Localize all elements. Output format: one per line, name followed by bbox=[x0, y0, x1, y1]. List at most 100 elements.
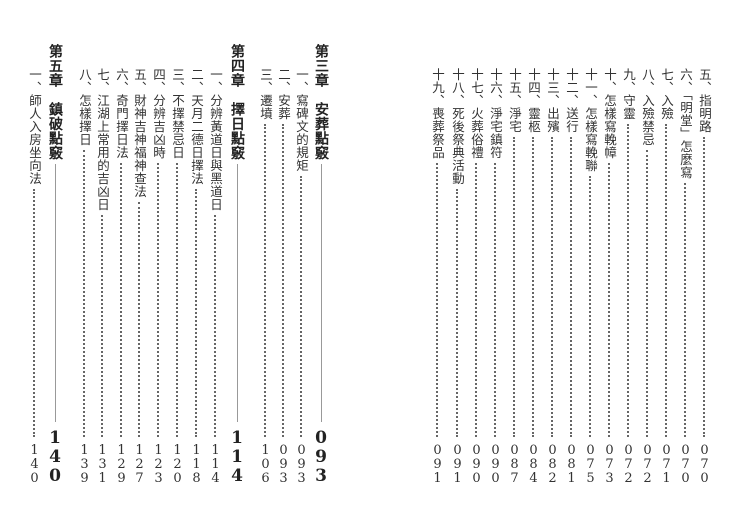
entry-title: 六、奇門擇日法 bbox=[114, 68, 129, 159]
dot-leader bbox=[120, 163, 122, 437]
entry-title: 一、師人入房坐向法 bbox=[27, 68, 42, 185]
toc-entry: 十四、靈柩 084 bbox=[524, 40, 542, 485]
page-number: 087 bbox=[507, 443, 522, 485]
page-number: 139 bbox=[77, 443, 92, 485]
toc-chapter-entry: 第五章 鎮破點竅 140 bbox=[44, 40, 66, 485]
toc-entry: 七、入殮 071 bbox=[657, 40, 675, 485]
toc-entry: 十六、淨宅鎮符 090 bbox=[486, 40, 504, 485]
dot-leader bbox=[54, 164, 56, 422]
dot-leader bbox=[665, 124, 667, 437]
toc-entry: 十五、淨宅 087 bbox=[505, 40, 523, 485]
entry-title: 十九、喪葬祭品 bbox=[430, 68, 445, 159]
dot-leader bbox=[236, 164, 238, 422]
page-number: 129 bbox=[114, 443, 129, 485]
dot-leader bbox=[684, 182, 686, 437]
page-number: 114 bbox=[208, 443, 223, 485]
dot-leader bbox=[264, 124, 266, 437]
page-number: 073 bbox=[602, 443, 617, 485]
dot-leader bbox=[157, 163, 159, 437]
entry-title: 十一、怎樣寫輓聯 bbox=[583, 68, 598, 172]
page-number: 082 bbox=[545, 443, 560, 485]
entry-title: 八、怎樣擇日 bbox=[77, 68, 92, 146]
toc-entry: 三、不擇禁忌日 120 bbox=[168, 40, 186, 485]
toc-entry: 一、分辨黃道日與黑道日 114 bbox=[206, 40, 224, 485]
dot-leader bbox=[436, 163, 438, 437]
page-number: 131 bbox=[95, 443, 110, 485]
dot-leader bbox=[83, 150, 85, 437]
page-number: 118 bbox=[189, 443, 204, 485]
dot-leader bbox=[475, 163, 477, 437]
entry-title: 五、財神吉神福神查法 bbox=[132, 68, 147, 198]
page-number: 127 bbox=[132, 443, 147, 485]
page-number: 091 bbox=[430, 443, 445, 485]
page-number: 081 bbox=[564, 443, 579, 485]
dot-leader bbox=[627, 124, 629, 437]
page-number: 071 bbox=[659, 443, 674, 485]
entry-title: 八、入殮禁忌 bbox=[640, 68, 655, 146]
page-number: 140 bbox=[27, 443, 42, 485]
entry-title: 十七、火葬俗禮 bbox=[469, 68, 484, 159]
entry-title: 七、江湖上常用的吉凶日 bbox=[95, 68, 110, 211]
entry-title: 第五章 鎮破點竅 bbox=[47, 44, 63, 160]
entry-title: 十二、送行 bbox=[564, 68, 579, 133]
dot-leader bbox=[195, 189, 197, 437]
dot-leader bbox=[646, 150, 648, 437]
toc-entry: 一、師人入房坐向法 140 bbox=[25, 40, 43, 485]
entry-title: 十三、出殯 bbox=[545, 68, 560, 133]
toc-entry: 三、遷墳 106 bbox=[256, 40, 274, 485]
toc-chapter-entry: 第三章 安葬點竅 093 bbox=[310, 40, 332, 485]
dot-leader bbox=[101, 215, 103, 437]
toc-entry: 二、天月二德日擇法 118 bbox=[187, 40, 205, 485]
dot-leader bbox=[176, 163, 178, 437]
entry-title: 六、「明堂」怎麼寫 bbox=[678, 68, 693, 179]
dot-leader bbox=[494, 163, 496, 437]
toc-entry: 六、「明堂」怎麼寫 070 bbox=[676, 40, 694, 485]
page-number: 093 bbox=[294, 443, 309, 485]
page-number: 090 bbox=[488, 443, 503, 485]
entry-title: 十四、靈柩 bbox=[526, 68, 541, 133]
page-number: 114 bbox=[227, 428, 247, 485]
entry-title: 三、遷墳 bbox=[258, 68, 273, 120]
entry-title: 五、指明路 bbox=[697, 68, 712, 133]
toc-entry: 六、奇門擇日法 129 bbox=[112, 40, 130, 485]
page-number: 123 bbox=[151, 443, 166, 485]
page-number: 075 bbox=[583, 443, 598, 485]
page-number: 072 bbox=[621, 443, 636, 485]
toc-entry: 八、入殮禁忌 072 bbox=[638, 40, 656, 485]
toc-entry: 一、寫碑文的規矩 093 bbox=[292, 40, 310, 485]
toc-entry: 四、分辨吉凶時 123 bbox=[149, 40, 167, 485]
page-number: 093 bbox=[276, 443, 291, 485]
dot-leader bbox=[138, 202, 140, 437]
page-number: 120 bbox=[170, 443, 185, 485]
page-number: 091 bbox=[450, 443, 465, 485]
entry-title: 十八、死後祭典活動 bbox=[450, 68, 465, 185]
entry-title: 七、入殮 bbox=[659, 68, 674, 120]
entry-title: 十六、淨宅鎮符 bbox=[488, 68, 503, 159]
dot-leader bbox=[589, 176, 591, 437]
entry-title: 一、分辨黃道日與黑道日 bbox=[208, 68, 223, 211]
entry-title: 九、守靈 bbox=[621, 68, 636, 120]
entry-title: 三、不擇禁忌日 bbox=[170, 68, 185, 159]
dot-leader bbox=[551, 137, 553, 437]
dot-leader bbox=[282, 124, 284, 437]
dot-leader bbox=[608, 163, 610, 437]
dot-leader bbox=[532, 137, 534, 437]
dot-leader bbox=[300, 176, 302, 437]
dot-leader bbox=[33, 189, 35, 437]
toc-entry: 十三、出殯 082 bbox=[543, 40, 561, 485]
entry-title: 十五、淨宅 bbox=[507, 68, 522, 133]
page-number: 093 bbox=[311, 428, 331, 485]
entry-title: 二、安葬 bbox=[276, 68, 291, 120]
page-number: 140 bbox=[45, 428, 65, 485]
entry-title: 四、分辨吉凶時 bbox=[151, 68, 166, 159]
page-number: 090 bbox=[469, 443, 484, 485]
toc-entry: 十九、喪葬祭品 091 bbox=[428, 40, 446, 485]
toc-entry: 五、財神吉神福神查法 127 bbox=[130, 40, 148, 485]
dot-leader bbox=[703, 137, 705, 437]
toc-entry: 十八、死後祭典活動 091 bbox=[448, 40, 466, 485]
toc-entry: 五、指明路 070 bbox=[695, 40, 713, 485]
toc-entry: 十七、火葬俗禮 090 bbox=[467, 40, 485, 485]
dot-leader bbox=[214, 215, 216, 437]
toc-entry: 九、守靈 072 bbox=[619, 40, 637, 485]
dot-leader bbox=[456, 189, 458, 437]
